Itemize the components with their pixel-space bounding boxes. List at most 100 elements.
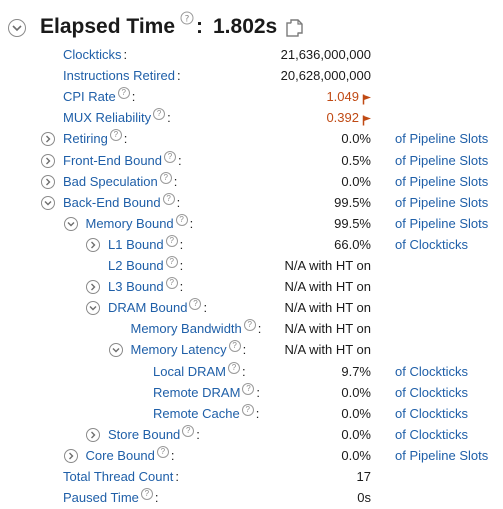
metric-label[interactable]: Memory Bandwidth?: [131,319,262,337]
metric-label-text: Memory Bound [85,215,174,231]
metric-label-text: Local DRAM [153,363,226,379]
help-icon[interactable]: ? [164,150,177,163]
collapse-section-toggle[interactable] [8,19,26,37]
help-icon[interactable]: ? [228,340,241,353]
metric-label[interactable]: Remote DRAM?: [153,382,261,400]
help-icon[interactable]: ? [243,319,256,332]
expand-toggle[interactable] [86,427,100,442]
help-icon[interactable]: ? [189,298,202,311]
metric-row: Memory Latency?: N/A with HT on [0,340,503,361]
metric-value: 17 [356,469,371,484]
chevron-right-icon [46,157,51,164]
help-icon[interactable]: ? [182,424,195,437]
copy-icon[interactable] [284,17,306,39]
label-colon: : [256,384,261,400]
label-colon: : [173,173,178,189]
metric-unit-link[interactable]: of Pipeline Slots [395,152,489,168]
metric-label[interactable]: Front-End Bound?: [63,150,182,168]
label-colon: : [131,89,136,105]
label-colon: : [167,110,171,126]
label-colon: : [257,321,262,337]
metric-label[interactable]: Local DRAM?: [153,361,246,379]
help-icon[interactable]: ? [165,256,178,268]
metric-unit-link[interactable]: of Clockticks [395,405,468,421]
help-icon[interactable]: ? [117,87,130,100]
expand-toggle[interactable] [41,174,55,189]
metric-label[interactable]: Memory Latency?: [131,340,246,357]
metric-row: Clockticks: 21,636,000,000 [0,45,503,66]
expand-toggle[interactable] [86,280,100,295]
metric-label[interactable]: Core Bound?: [86,445,175,463]
expand-toggle[interactable] [41,153,55,168]
expand-toggle[interactable] [63,448,78,463]
metric-label[interactable]: Clockticks: [63,47,127,62]
help-icon[interactable]: ? [140,488,153,501]
collapse-toggle[interactable] [41,195,55,210]
collapse-toggle[interactable] [86,301,100,316]
help-icon[interactable]: ? [241,403,254,416]
label-colon: : [241,363,246,379]
warning-flag-icon[interactable] [362,92,372,110]
metric-unit-link[interactable]: of Pipeline Slots [395,131,489,147]
metric-label[interactable]: L1 Bound?: [108,234,183,252]
metric-label[interactable]: L3 Bound?: [108,277,183,294]
help-icon[interactable]: ? [153,108,166,121]
metric-value: N/A with HT on [284,300,371,316]
metric-label[interactable]: Store Bound?: [108,424,200,442]
metric-value: 0.0% [341,405,371,421]
metric-unit-link[interactable]: of Clockticks [395,384,468,400]
metric-unit-link[interactable]: of Pipeline Slots [395,173,489,189]
help-icon[interactable]: ? [156,445,169,458]
collapse-toggle[interactable] [63,216,78,231]
metric-label[interactable]: CPI Rate?: [63,87,136,105]
expand-toggle[interactable] [86,237,100,252]
label-colon: : [123,131,128,147]
metric-unit-link[interactable]: of Clockticks [395,426,468,442]
collapse-toggle[interactable] [108,343,123,358]
help-icon[interactable]: ? [159,171,172,184]
expand-toggle[interactable] [41,132,55,147]
metric-value: 0.0% [341,384,371,400]
label-colon: : [177,68,181,84]
metric-label[interactable]: Total Thread Count: [63,469,179,484]
help-icon[interactable]: ? [165,277,178,290]
metric-label[interactable]: DRAM Bound?: [108,298,207,315]
help-icon[interactable]: ? [180,11,194,30]
elapsed-time-header: Elapsed Time ? : 1.802s [0,0,503,46]
warning-flag-icon[interactable] [362,113,372,131]
metric-label[interactable]: L2 Bound?: [108,256,183,273]
metric-label-text: Instructions Retired [63,68,175,84]
chevron-right-icon [91,431,96,439]
help-icon[interactable]: ? [165,234,178,247]
help-icon[interactable]: ? [242,382,255,395]
metric-label-text: Front-End Bound [63,152,163,168]
metric-label[interactable]: Retiring?: [63,129,128,147]
label-colon: : [175,469,179,484]
metric-unit-link[interactable]: of Clockticks [395,363,468,379]
metric-label[interactable]: Bad Speculation?: [63,171,178,189]
header-colon: : [196,15,203,38]
help-icon[interactable]: ? [227,361,240,374]
metric-value-warning: 0.392 [326,110,359,126]
metric-label[interactable]: MUX Reliability?: [63,108,171,126]
help-icon[interactable]: ? [109,129,122,142]
metric-label-text: MUX Reliability [63,110,152,126]
help-icon[interactable]: ? [175,213,188,226]
metric-row: Instructions Retired: 20,628,000,000 [0,66,503,87]
metric-label[interactable]: Back-End Bound?: [63,192,180,210]
metric-unit-link[interactable]: of Pipeline Slots [395,194,489,210]
help-icon[interactable]: ? [162,192,175,205]
metric-unit-link[interactable]: of Pipeline Slots [395,447,489,463]
metric-unit-link[interactable]: of Pipeline Slots [395,215,489,231]
metric-label-text: Total Thread Count [63,469,174,484]
metric-label[interactable]: Remote Cache?: [153,403,259,421]
label-colon: : [154,490,159,506]
metric-value: 0.5% [341,152,371,168]
metric-row: Bad Speculation?: 0.0% of Pipeline Slots [0,171,503,193]
label-colon: : [178,152,182,168]
metric-label[interactable]: Paused Time?: [63,488,159,506]
metric-unit-link[interactable]: of Clockticks [395,236,468,252]
metric-label[interactable]: Instructions Retired: [63,68,181,83]
metric-value: N/A with HT on [284,279,371,295]
metric-label[interactable]: Memory Bound?: [85,213,193,231]
